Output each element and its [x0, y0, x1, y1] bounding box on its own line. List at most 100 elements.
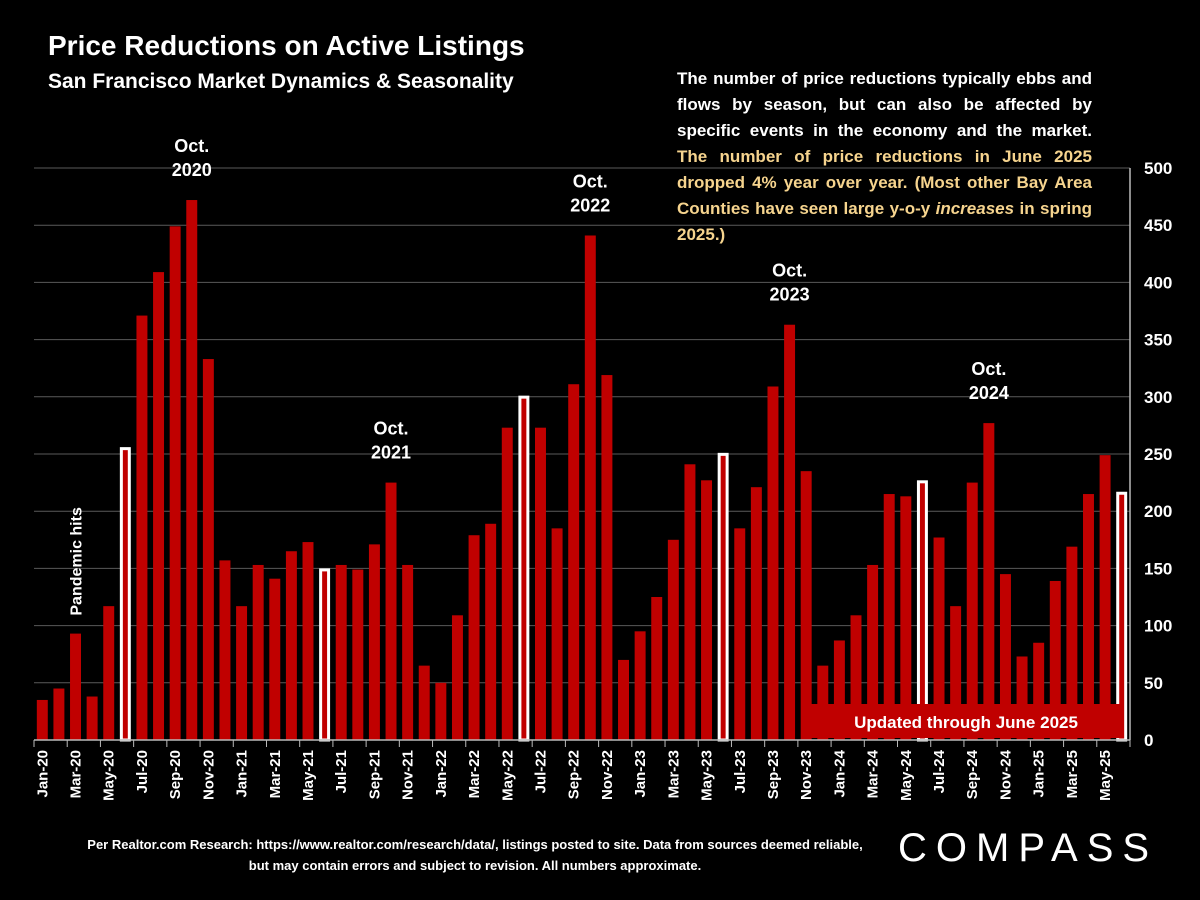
bar: [833, 640, 845, 740]
x-tick-label: Sep-22: [566, 750, 583, 799]
bar-highlight: [119, 447, 131, 742]
x-tick-label: Jan-23: [632, 750, 649, 798]
chart-description: The number of price reductions typically…: [677, 66, 1092, 248]
x-tick-label: May-24: [898, 749, 915, 801]
y-tick-label: 500: [1144, 159, 1172, 178]
bar: [236, 606, 248, 740]
y-tick-label: 250: [1144, 445, 1172, 464]
bar: [750, 487, 762, 740]
bar: [402, 564, 414, 740]
x-tick-label: Mar-22: [466, 750, 483, 798]
x-tick-label: Mar-21: [267, 750, 284, 798]
bar: [651, 597, 663, 740]
bar: [667, 539, 679, 740]
description-highlight-text: The number of price reductions in June 2…: [677, 147, 1092, 218]
bar: [1016, 656, 1028, 740]
bar: [352, 569, 364, 740]
x-tick-label: Jan-21: [234, 750, 251, 798]
annotation-label: 2022: [570, 195, 610, 215]
x-tick-label: Jul-21: [333, 750, 350, 793]
description-emphasis: increases: [935, 199, 1015, 218]
y-tick-label: 350: [1144, 331, 1172, 350]
bar: [684, 464, 696, 740]
x-tick-label: May-23: [699, 750, 716, 801]
y-tick-label: 200: [1144, 502, 1172, 521]
bar: [53, 688, 65, 740]
bar: [850, 615, 862, 740]
bar: [933, 537, 945, 740]
annotation-label: Oct.: [174, 136, 209, 156]
bar: [1033, 642, 1045, 740]
bar: [784, 324, 796, 740]
bar-highlight: [717, 452, 729, 742]
description-highlight: The number of price reductions in June 2…: [677, 147, 1092, 244]
bar: [451, 615, 463, 740]
bar: [385, 482, 397, 740]
bar: [983, 423, 995, 740]
bar: [900, 496, 912, 740]
x-tick-label: Mar-25: [1064, 750, 1081, 798]
annotation-label: Oct.: [971, 359, 1006, 379]
bar: [501, 427, 513, 740]
x-tick-label: May-25: [1097, 750, 1114, 801]
x-tick-label: Jan-25: [1031, 750, 1048, 798]
x-tick-label: Nov-22: [599, 750, 616, 800]
bar: [1049, 580, 1061, 740]
bar-highlight: [916, 480, 928, 742]
bar: [202, 359, 214, 740]
annotation-label: 2020: [172, 160, 212, 180]
annotation-label: Oct.: [374, 419, 409, 439]
bar-highlight: [319, 568, 331, 742]
y-tick-label: 100: [1144, 617, 1172, 636]
chart-subtitle: San Francisco Market Dynamics & Seasonal…: [48, 70, 514, 93]
y-tick-label: 0: [1144, 731, 1153, 750]
bar: [867, 564, 879, 740]
bar: [966, 482, 978, 740]
annotation-label: Oct.: [772, 261, 807, 281]
bar: [535, 427, 546, 740]
bar: [219, 560, 231, 740]
x-tick-label: May-22: [499, 750, 516, 801]
x-tick-label: Jul-22: [532, 750, 549, 793]
bar: [285, 551, 297, 740]
compass-logo: COMPASS: [898, 826, 1159, 870]
bar: [302, 542, 314, 740]
x-tick-label: Mar-24: [865, 749, 882, 798]
bar: [103, 606, 115, 740]
bar: [618, 659, 629, 740]
update-badge: [810, 704, 1122, 738]
bar: [418, 665, 430, 740]
bar: [468, 535, 480, 740]
description-intro: The number of price reductions typically…: [677, 69, 1092, 140]
bar: [269, 578, 281, 740]
description-highlight-end: in spring 2025.): [677, 199, 1092, 244]
x-tick-label: Nov-23: [798, 750, 815, 800]
x-tick-label: Nov-24: [997, 749, 1014, 800]
bar: [485, 523, 497, 740]
source-footnote: Per Realtor.com Research: https://www.re…: [87, 837, 863, 873]
x-tick-label: Mar-23: [665, 750, 682, 798]
y-tick-label: 300: [1144, 388, 1172, 407]
bar: [1083, 494, 1094, 740]
x-tick-label: Sep-21: [366, 750, 383, 799]
x-tick-label: Sep-24: [964, 749, 981, 799]
bar: [1066, 546, 1078, 740]
x-tick-label: Jan-24: [831, 749, 848, 797]
x-tick-label: Nov-20: [200, 750, 217, 800]
x-tick-label: Jul-20: [134, 750, 151, 793]
annotation-label: 2024: [969, 383, 1009, 403]
bar: [584, 235, 596, 740]
x-tick-label: Jul-24: [931, 749, 948, 793]
y-tick-label: 400: [1144, 273, 1172, 292]
bar: [186, 200, 198, 741]
annotation-label: 2021: [371, 443, 411, 463]
x-tick-label: Mar-20: [68, 750, 85, 798]
annotation-label: 2023: [770, 285, 810, 305]
bar-highlight: [518, 395, 530, 742]
bar: [70, 633, 81, 740]
bar: [800, 471, 812, 740]
update-badge-label: Updated through June 2025: [854, 713, 1078, 732]
annotation-label: Oct.: [573, 171, 608, 191]
bar: [883, 494, 895, 740]
